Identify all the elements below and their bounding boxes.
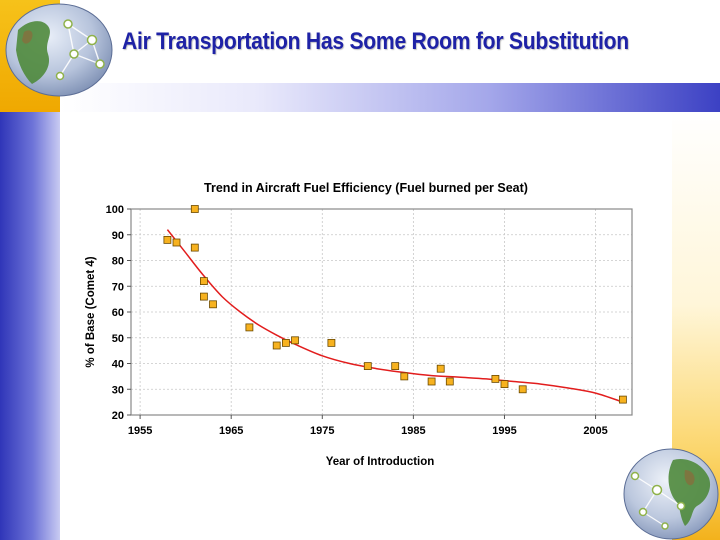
data-point (200, 277, 208, 285)
data-point (190, 205, 199, 213)
globe-network-icon (5, 3, 113, 97)
page-title: Air Transportation Has Some Room for Sub… (122, 28, 629, 55)
data-point (163, 236, 172, 244)
data-point (209, 300, 217, 309)
data-point (327, 338, 336, 347)
data-point (291, 336, 299, 345)
data-point (445, 377, 454, 386)
data-point (245, 323, 254, 332)
fuel-efficiency-chart: Trend in Aircraft Fuel Efficiency (Fuel … (85, 181, 633, 468)
data-point (427, 377, 436, 386)
data-point (200, 292, 208, 301)
header-gradient-band (60, 83, 720, 112)
globe-network-icon (623, 448, 719, 540)
data-point (391, 362, 400, 371)
x-tick-label: 1975 (310, 425, 334, 437)
data-point (190, 243, 199, 252)
y-tick-label: 80 (112, 256, 124, 268)
trend-line (166, 229, 624, 403)
y-tick-label: 70 (112, 281, 124, 293)
data-point (500, 380, 509, 389)
x-tick-label: 2005 (583, 425, 607, 437)
data-point (400, 372, 409, 381)
data-point (363, 362, 372, 371)
y-tick-label: 90 (112, 230, 124, 242)
x-tick-label: 1995 (492, 425, 516, 437)
x-tick-label: 1955 (128, 425, 152, 437)
y-tick-label: 100 (106, 204, 124, 216)
data-point (272, 341, 281, 350)
x-axis-title: Year of Introduction (326, 456, 435, 468)
data-point (281, 338, 290, 347)
y-axis-title: % of Base (Comet 4) (85, 256, 97, 367)
x-tick-label: 1985 (401, 425, 425, 437)
y-tick-label: 60 (112, 307, 124, 319)
data-point (619, 395, 627, 404)
data-point (436, 364, 445, 373)
data-point (172, 238, 181, 247)
x-tick-label: 1965 (219, 425, 243, 437)
data-point (491, 374, 500, 383)
y-tick-label: 40 (112, 359, 124, 371)
y-tick-label: 50 (112, 333, 124, 345)
y-tick-label: 20 (112, 410, 124, 422)
y-tick-label: 30 (112, 384, 124, 396)
chart-title: Trend in Aircraft Fuel Efficiency (Fuel … (204, 181, 528, 195)
data-point (518, 385, 527, 394)
